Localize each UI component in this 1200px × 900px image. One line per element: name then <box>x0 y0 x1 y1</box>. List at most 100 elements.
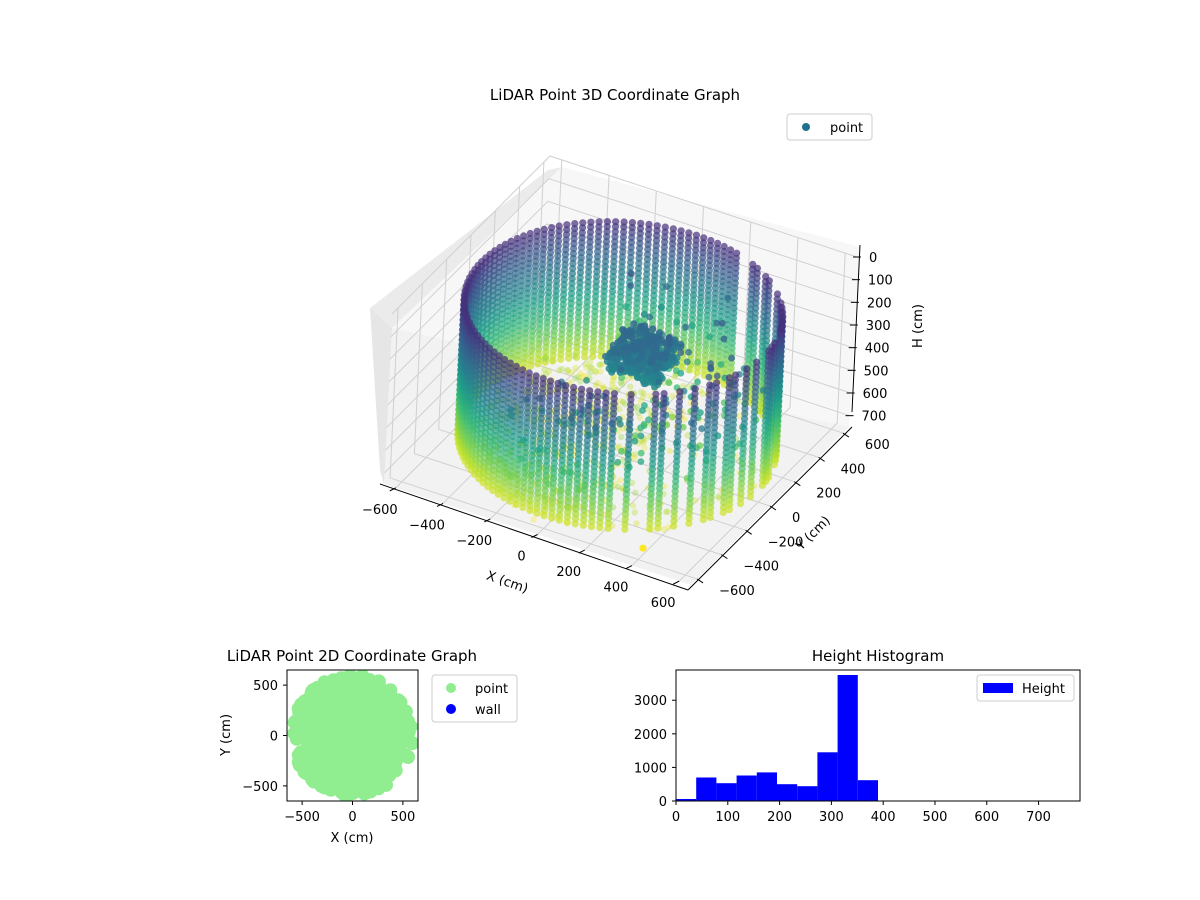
data-point-3d <box>557 355 565 363</box>
x-tick-label-3d: −400 <box>409 518 445 533</box>
data-point-3d <box>611 384 618 392</box>
data-point-3d <box>654 371 662 379</box>
plot-3d: LiDAR Point 3D Coordinate Graph −600−400… <box>362 86 926 611</box>
data-point-3d <box>637 449 645 457</box>
data-point-3d <box>609 381 616 388</box>
legend-histogram-swatch <box>983 683 1013 693</box>
data-point-3d <box>577 370 584 377</box>
data-point-3d <box>572 374 579 382</box>
data-point-3d <box>631 509 638 516</box>
histogram-y-tick-label: 2000 <box>634 728 667 743</box>
histogram-y-tick-label: 1000 <box>634 761 667 776</box>
data-point-3d <box>713 319 721 327</box>
h-tick-label-3d: 700 <box>862 410 887 425</box>
data-point-3d <box>677 362 684 370</box>
data-point-3d <box>543 355 550 362</box>
y-tick-label-3d: −400 <box>743 560 779 575</box>
data-point-3d <box>660 526 667 533</box>
data-point-3d <box>616 477 624 484</box>
h-tick-label-3d: 0 <box>869 251 877 266</box>
data-point-3d <box>537 356 545 364</box>
data-point-3d <box>758 481 767 490</box>
data-point-3d <box>640 390 647 397</box>
data-point-3d <box>627 282 635 289</box>
data-point-3d <box>619 398 627 406</box>
plot-2d: LiDAR Point 2D Coordinate Graph −500 0 500… <box>219 647 518 846</box>
histogram-y-tick-label: 0 <box>659 795 667 810</box>
data-point-3d <box>534 360 542 368</box>
data-point-3d <box>641 444 648 451</box>
grid-line-y <box>438 259 746 531</box>
data-point-3d <box>555 516 564 524</box>
data-point-2d <box>337 688 352 703</box>
data-point-3d <box>677 349 685 356</box>
data-point-3d <box>666 340 673 348</box>
data-point-3d <box>693 368 701 376</box>
data-point-3d <box>639 439 647 446</box>
histogram-bar <box>837 675 858 801</box>
data-point-3d <box>636 414 643 422</box>
legend-2d-label-wall: wall <box>475 703 501 718</box>
data-point-3d <box>637 458 645 465</box>
data-point-3d <box>719 508 727 517</box>
data-point-3d <box>604 524 612 533</box>
data-point-2d <box>362 673 377 687</box>
x-ticks-2d: −500 0 500 <box>284 801 415 825</box>
y-tick-label-2d: 0 <box>270 730 278 745</box>
data-point-3d <box>614 483 621 491</box>
data-point-3d <box>627 359 635 367</box>
data-point-3d <box>615 443 623 450</box>
data-point-3d <box>618 447 625 455</box>
data-point-3d <box>597 361 604 369</box>
y-tick-label-3d: 0 <box>792 511 800 526</box>
data-point-3d <box>698 425 706 432</box>
y-tick-label-2d: −500 <box>242 780 278 795</box>
data-point-3d <box>581 353 589 361</box>
histogram-x-tick-label: 0 <box>672 810 680 825</box>
histogram-y-tick-label: 3000 <box>634 694 667 709</box>
data-point-3d <box>627 369 635 377</box>
plot-histogram: Height Histogram 0 100 200 300 400 500 600 700 … <box>634 647 1081 825</box>
data-point-2d <box>309 699 324 714</box>
y-tick-mark-3d <box>696 578 704 584</box>
data-point-2d <box>318 756 332 771</box>
data-point-3d <box>622 303 629 311</box>
histogram-x-tick-label: 700 <box>1026 810 1051 825</box>
legend-2d: point wall <box>431 674 518 723</box>
data-point-2d <box>315 678 330 693</box>
data-point-2d <box>353 738 368 753</box>
data-point-3d <box>512 500 520 508</box>
data-point-3d <box>631 432 639 440</box>
legend-3d: point <box>786 113 873 141</box>
data-point-3d <box>657 303 665 311</box>
data-point-3d <box>656 353 664 361</box>
data-point-3d <box>673 318 681 326</box>
data-point-3d <box>592 382 599 389</box>
data-point-3d <box>736 500 745 508</box>
data-point-3d <box>689 322 696 330</box>
y-tick-label-3d: −600 <box>719 584 755 599</box>
data-point-3d <box>638 437 645 444</box>
x-tick-label-3d: 0 <box>517 550 525 565</box>
data-point-3d <box>632 489 639 496</box>
data-point-3d <box>668 413 676 421</box>
data-point-3d <box>685 519 693 528</box>
data-point-3d <box>666 447 673 455</box>
histogram-bar <box>716 783 737 801</box>
histogram-x-ticks: 0 100 200 300 400 500 600 700 <box>672 801 1051 825</box>
data-point-3d <box>506 497 514 505</box>
data-point-3d <box>596 361 603 368</box>
data-point-3d <box>697 387 704 395</box>
legend-2d-marker-point <box>446 683 456 693</box>
data-point-3d <box>681 416 688 423</box>
x-tick-label-2d: 500 <box>390 810 415 825</box>
data-point-3d <box>694 358 701 366</box>
data-point-3d <box>683 358 691 366</box>
data-point-3d <box>587 364 594 371</box>
x-tick-mark-3d <box>672 580 680 585</box>
histogram-y-ticks: 0 1000 2000 3000 <box>634 694 676 810</box>
data-point-2d <box>294 707 309 722</box>
data-point-3d <box>679 382 687 390</box>
